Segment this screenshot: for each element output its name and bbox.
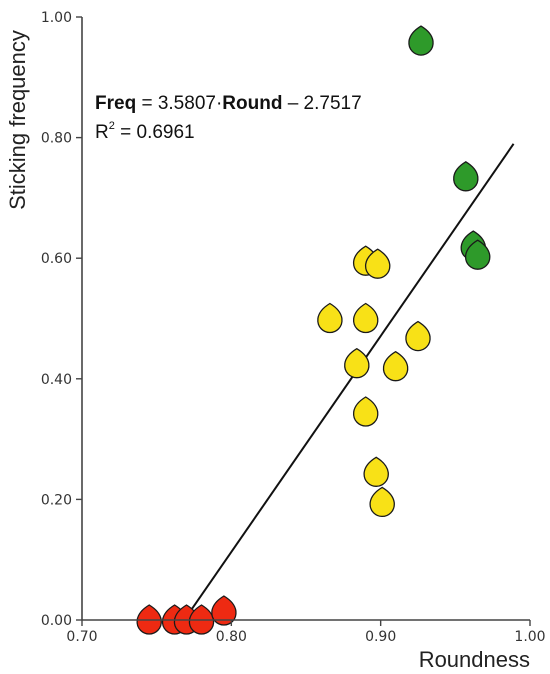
r-squared-symbol: R <box>95 122 109 143</box>
regression-equation: Freq = 3.5807·Round – 2.7517 <box>95 93 362 114</box>
fit-line-layer <box>183 143 515 621</box>
y-tick-label: 0.20 <box>41 492 72 508</box>
equation-slope-part: = 3.5807· <box>136 93 222 114</box>
r-squared-superscript: 2 <box>109 120 115 132</box>
data-point-yellow <box>369 486 395 518</box>
x-tick-label: 0.90 <box>365 629 396 645</box>
data-point-yellow <box>363 456 389 487</box>
data-point-red <box>211 595 237 626</box>
x-tick-label: 0.70 <box>66 629 97 645</box>
y-tick-label: 1.00 <box>41 10 72 26</box>
data-point-yellow <box>405 320 431 352</box>
r-squared-value: = 0.6961 <box>115 122 195 143</box>
x-tick-label: 1.00 <box>514 629 545 645</box>
axes <box>81 17 530 621</box>
r-squared-annotation: R2 = 0.6961 <box>95 120 195 143</box>
y-tick-label: 0.00 <box>41 613 72 629</box>
y-tick-label: 0.80 <box>41 131 72 147</box>
y-axis-title: Sticking frequency <box>5 30 30 210</box>
fit-line <box>183 143 515 621</box>
data-point-yellow <box>382 350 409 382</box>
ticks: 0.00 0.20 0.40 0.60 0.80 1.00 0.70 0.80 0.90 1.00 <box>41 10 546 645</box>
equation-round-label: Round <box>222 93 282 114</box>
y-tick-label: 0.60 <box>41 251 72 267</box>
equation-freq-label: Freq <box>95 93 136 114</box>
data-point-green <box>453 161 479 192</box>
equation-intercept-part: – 2.7517 <box>282 93 361 114</box>
x-axis-title: Roundness <box>419 647 530 672</box>
data-point-yellow <box>344 347 370 379</box>
data-point-yellow <box>365 248 391 279</box>
data-point-yellow <box>353 396 379 427</box>
x-tick-label: 0.80 <box>216 629 247 645</box>
data-point-yellow <box>317 302 343 334</box>
y-tick-label: 0.40 <box>41 372 72 388</box>
data-point-green <box>465 239 491 270</box>
data-point-yellow <box>353 302 379 334</box>
data-point-green <box>408 25 434 56</box>
data-points <box>136 25 491 635</box>
